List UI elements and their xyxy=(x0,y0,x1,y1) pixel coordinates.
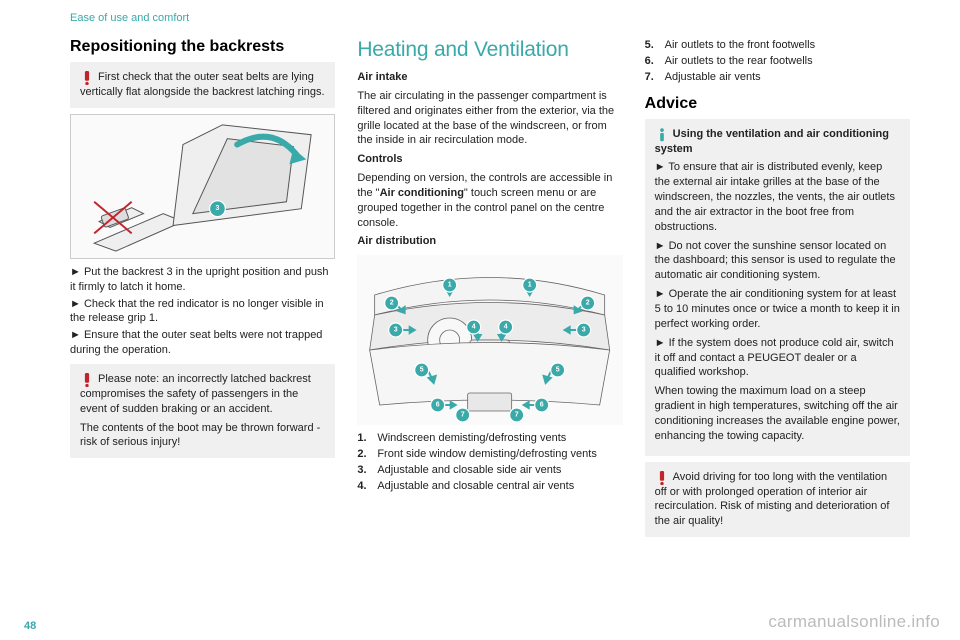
col3-heading: Advice xyxy=(645,95,910,113)
advice-b4: ► If the system does not produce cold ai… xyxy=(655,336,900,381)
col1-heading: Repositioning the backrests xyxy=(70,38,335,56)
warning-box-2: Please note: an incorrectly latched back… xyxy=(70,364,335,458)
svg-text:7: 7 xyxy=(461,412,465,419)
list-item: Air outlets to the front footwells xyxy=(665,39,815,51)
info-box: Using the ventilation and air conditioni… xyxy=(645,119,910,456)
info-icon xyxy=(655,128,669,142)
col2-heading: Heating and Ventilation xyxy=(357,38,622,62)
list-item: Adjustable and closable central air vent… xyxy=(377,480,574,492)
list-item: Front side window demisting/defrosting v… xyxy=(377,448,597,460)
svg-text:2: 2 xyxy=(390,300,394,307)
svg-text:5: 5 xyxy=(420,367,424,374)
svg-text:1: 1 xyxy=(528,282,532,289)
warning-icon xyxy=(80,71,94,85)
svg-text:2: 2 xyxy=(586,300,590,307)
svg-text:3: 3 xyxy=(216,205,220,212)
svg-text:3: 3 xyxy=(582,327,586,334)
svg-text:3: 3 xyxy=(394,327,398,334)
advice-b3: ► Operate the air conditioning system fo… xyxy=(655,287,900,332)
svg-text:6: 6 xyxy=(540,402,544,409)
warning-2-text-a: Please note: an incorrectly latched back… xyxy=(80,373,311,415)
warning-3-text: Avoid driving for too long with the vent… xyxy=(655,471,890,528)
col2-sub3: Air distribution xyxy=(357,234,622,249)
warning-icon xyxy=(80,373,94,387)
warning-box-1: First check that the outer seat belts ar… xyxy=(70,62,335,108)
svg-text:4: 4 xyxy=(504,324,508,331)
illustration-dashboard: 1 1 2 2 3 3 4 4 5 5 6 6 7 7 xyxy=(357,255,622,425)
list-item: Adjustable and closable side air vents xyxy=(377,464,561,476)
svg-text:5: 5 xyxy=(556,367,560,374)
col1-p2: ► Check that the red indicator is no lon… xyxy=(70,297,335,327)
advice-b5: When towing the maximum load on a steep … xyxy=(655,384,900,443)
col1-p3: ► Ensure that the outer seat belts were … xyxy=(70,328,335,358)
illustration-backrest: 3 xyxy=(70,114,335,259)
column-1: Repositioning the backrests First check … xyxy=(70,38,335,543)
warning-1-text: First check that the outer seat belts ar… xyxy=(80,71,325,98)
warning-icon xyxy=(655,471,669,485)
warning-box-3: Avoid driving for too long with the vent… xyxy=(645,462,910,538)
col2-p2b: Air conditioning xyxy=(380,187,464,199)
list-item: Windscreen demisting/defrosting vents xyxy=(377,432,566,444)
advice-b1: ► To ensure that air is distributed even… xyxy=(655,160,900,234)
col2-sub1: Air intake xyxy=(357,70,622,85)
svg-text:4: 4 xyxy=(472,324,476,331)
col2-p1: The air circulating in the passenger com… xyxy=(357,89,622,148)
column-2: Heating and Ventilation Air intake The a… xyxy=(357,38,622,543)
col2-sub2: Controls xyxy=(357,152,622,167)
col1-paragraphs: ► Put the backrest 3 in the upright posi… xyxy=(70,265,335,358)
svg-text:1: 1 xyxy=(448,282,452,289)
info-title: Using the ventilation and air conditioni… xyxy=(655,128,889,155)
svg-text:7: 7 xyxy=(515,412,519,419)
warning-2-text-b: The contents of the boot may be thrown f… xyxy=(80,422,320,449)
air-distribution-list-cont: 5.Air outlets to the front footwells 6.A… xyxy=(645,38,910,85)
page-number: 48 xyxy=(24,620,36,632)
svg-text:6: 6 xyxy=(436,402,440,409)
advice-b2: ► Do not cover the sunshine sensor locat… xyxy=(655,239,900,284)
watermark: carmanualsonline.info xyxy=(768,612,940,632)
column-3: 5.Air outlets to the front footwells 6.A… xyxy=(645,38,910,543)
air-distribution-list: 1.Windscreen demisting/defrosting vents … xyxy=(357,431,622,493)
section-header: Ease of use and comfort xyxy=(70,12,910,24)
list-item: Air outlets to the rear footwells xyxy=(665,55,813,67)
list-item: Adjustable air vents xyxy=(665,71,761,83)
col1-p1: ► Put the backrest 3 in the upright posi… xyxy=(70,265,335,295)
col2-p2: Depending on version, the controls are a… xyxy=(357,171,622,230)
